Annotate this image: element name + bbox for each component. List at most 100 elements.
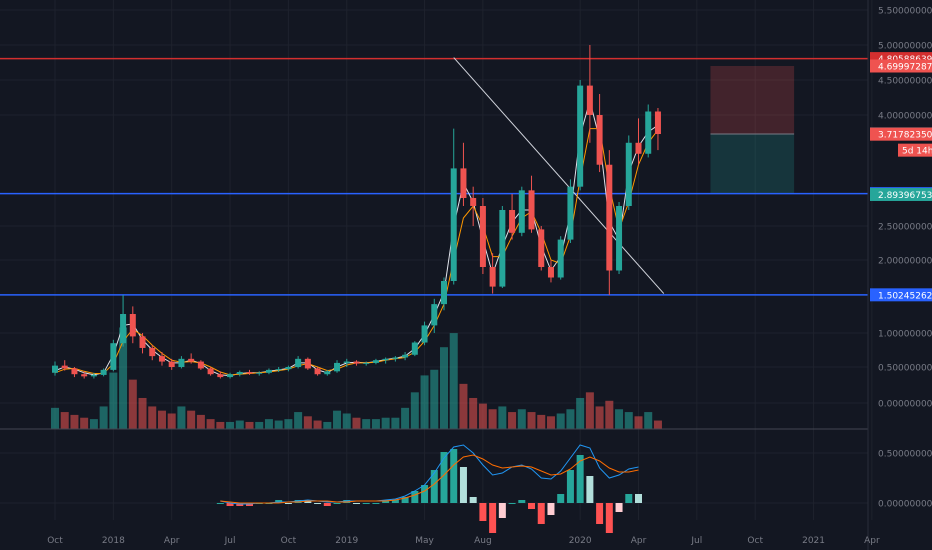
candle-body-48 — [518, 190, 525, 233]
macd-hist-40 — [605, 503, 613, 533]
horizontal-levels[interactable] — [0, 57, 868, 296]
macd-hist-22 — [430, 470, 438, 503]
time-tick-7: Aug — [474, 536, 492, 546]
candle-body-3 — [81, 374, 88, 377]
volume-bar-60 — [634, 416, 643, 429]
candle-body-7 — [120, 314, 127, 344]
candle-body-61 — [645, 111, 652, 154]
candle-body-8 — [129, 314, 136, 337]
candles — [52, 45, 661, 379]
macd-hist-29 — [498, 503, 506, 518]
volume-bar-3 — [80, 417, 89, 429]
macd-hist-28 — [489, 503, 497, 533]
macd-hist-23 — [440, 452, 448, 503]
macd-hist-33 — [537, 503, 545, 524]
price-tags: 4.805886392.905280661.502452624.69997287… — [870, 52, 932, 302]
volume-bar-61 — [644, 412, 653, 429]
volume-bar-43 — [469, 397, 478, 429]
candle-body-30 — [343, 361, 350, 363]
candle-body-2 — [71, 368, 78, 375]
volume-bar-15 — [196, 414, 205, 429]
volume-bar-2 — [70, 414, 79, 429]
volume-bar-6 — [109, 372, 118, 429]
volume-bar-19 — [235, 420, 244, 429]
macd-hist-37 — [576, 455, 584, 503]
volume-bar-12 — [167, 413, 176, 429]
candle-body-34 — [382, 358, 389, 361]
candle-body-45 — [489, 267, 496, 287]
candle-body-36 — [402, 354, 409, 358]
price-tick-8: 0.00000000 — [878, 400, 932, 410]
volume-bar-52 — [556, 413, 565, 429]
position-box[interactable] — [710, 66, 795, 194]
volume-bar-55 — [585, 392, 594, 429]
volume-bar-21 — [255, 421, 264, 429]
trendline[interactable] — [453, 57, 665, 294]
macd-hist-16 — [372, 503, 380, 504]
price-tick-3: 4.00000000 — [878, 112, 932, 122]
volume-bar-56 — [595, 406, 604, 429]
volume-bar-8 — [128, 379, 137, 429]
price-axis[interactable]: 5.50000000 5.00000000 4.50000000 4.00000000… — [878, 7, 932, 410]
macd-hist-1 — [226, 503, 234, 506]
volume-bar-34 — [381, 417, 390, 429]
volume-bar-38 — [420, 375, 429, 429]
volume-bar-16 — [206, 419, 215, 429]
volume-bars — [51, 327, 662, 429]
candle-body-14 — [188, 358, 195, 362]
candle-body-0 — [52, 365, 58, 373]
candle-body-24 — [285, 367, 292, 370]
macd-hist-25 — [459, 467, 467, 503]
macd-hist-10 — [314, 503, 322, 504]
macd-hist-36 — [566, 470, 574, 503]
candle-body-62 — [654, 111, 661, 134]
volume-bar-31 — [352, 417, 361, 429]
candle-body-52 — [557, 239, 564, 278]
candle-body-31 — [353, 361, 360, 364]
volume-bar-36 — [401, 407, 410, 429]
candle-body-21 — [256, 372, 263, 374]
candle-body-49 — [528, 190, 535, 230]
volume-bar-46 — [498, 406, 507, 429]
candle-body-13 — [178, 358, 185, 367]
candle-body-53 — [567, 186, 574, 240]
position-profit-zone — [710, 134, 795, 194]
candle-body-10 — [149, 347, 156, 357]
volume-bar-42 — [459, 383, 468, 429]
macd-hist-18 — [391, 500, 399, 503]
price-tag-0: 4.69997287 — [878, 63, 932, 73]
volume-bar-24 — [284, 419, 293, 429]
candle-body-4 — [90, 374, 97, 377]
oscillator-axis[interactable]: 0.50000000 0.00000000 — [878, 450, 932, 510]
candle-body-11 — [158, 356, 165, 362]
macd-hist-42 — [625, 494, 633, 503]
volume-bar-47 — [508, 412, 517, 429]
candle-body-59 — [625, 142, 632, 206]
candle-body-6 — [110, 343, 117, 370]
time-tick-5: 2019 — [335, 536, 358, 546]
volume-bar-4 — [89, 419, 98, 429]
candle-body-33 — [372, 360, 379, 363]
macd-hist-32 — [528, 503, 536, 509]
macd-hist-41 — [615, 503, 623, 512]
price-tick-5: 2.00000000 — [878, 257, 932, 267]
candle-body-43 — [470, 198, 477, 206]
macd-hist-31 — [518, 500, 526, 503]
macd-hist-7 — [284, 503, 292, 504]
volume-bar-53 — [566, 409, 575, 429]
macd-hist-17 — [382, 500, 390, 503]
volume-bar-40 — [440, 347, 448, 429]
candle-body-27 — [314, 368, 321, 375]
volume-bar-33 — [371, 419, 380, 429]
candle-body-9 — [139, 336, 146, 348]
candle-body-17 — [217, 374, 224, 378]
time-tick-0: Oct — [47, 536, 63, 546]
price-tag-3: 2.89396753 — [878, 191, 932, 201]
volume-bar-13 — [177, 406, 186, 429]
candle-body-60 — [635, 142, 642, 154]
volume-bar-17 — [216, 421, 225, 429]
candle-body-46 — [499, 210, 506, 287]
macd-hist-35 — [557, 494, 565, 503]
time-axis[interactable]: Oct 2018 Apr Jul Oct 2019 May Aug 2020 Apr Jul Oct 2… — [47, 536, 880, 546]
